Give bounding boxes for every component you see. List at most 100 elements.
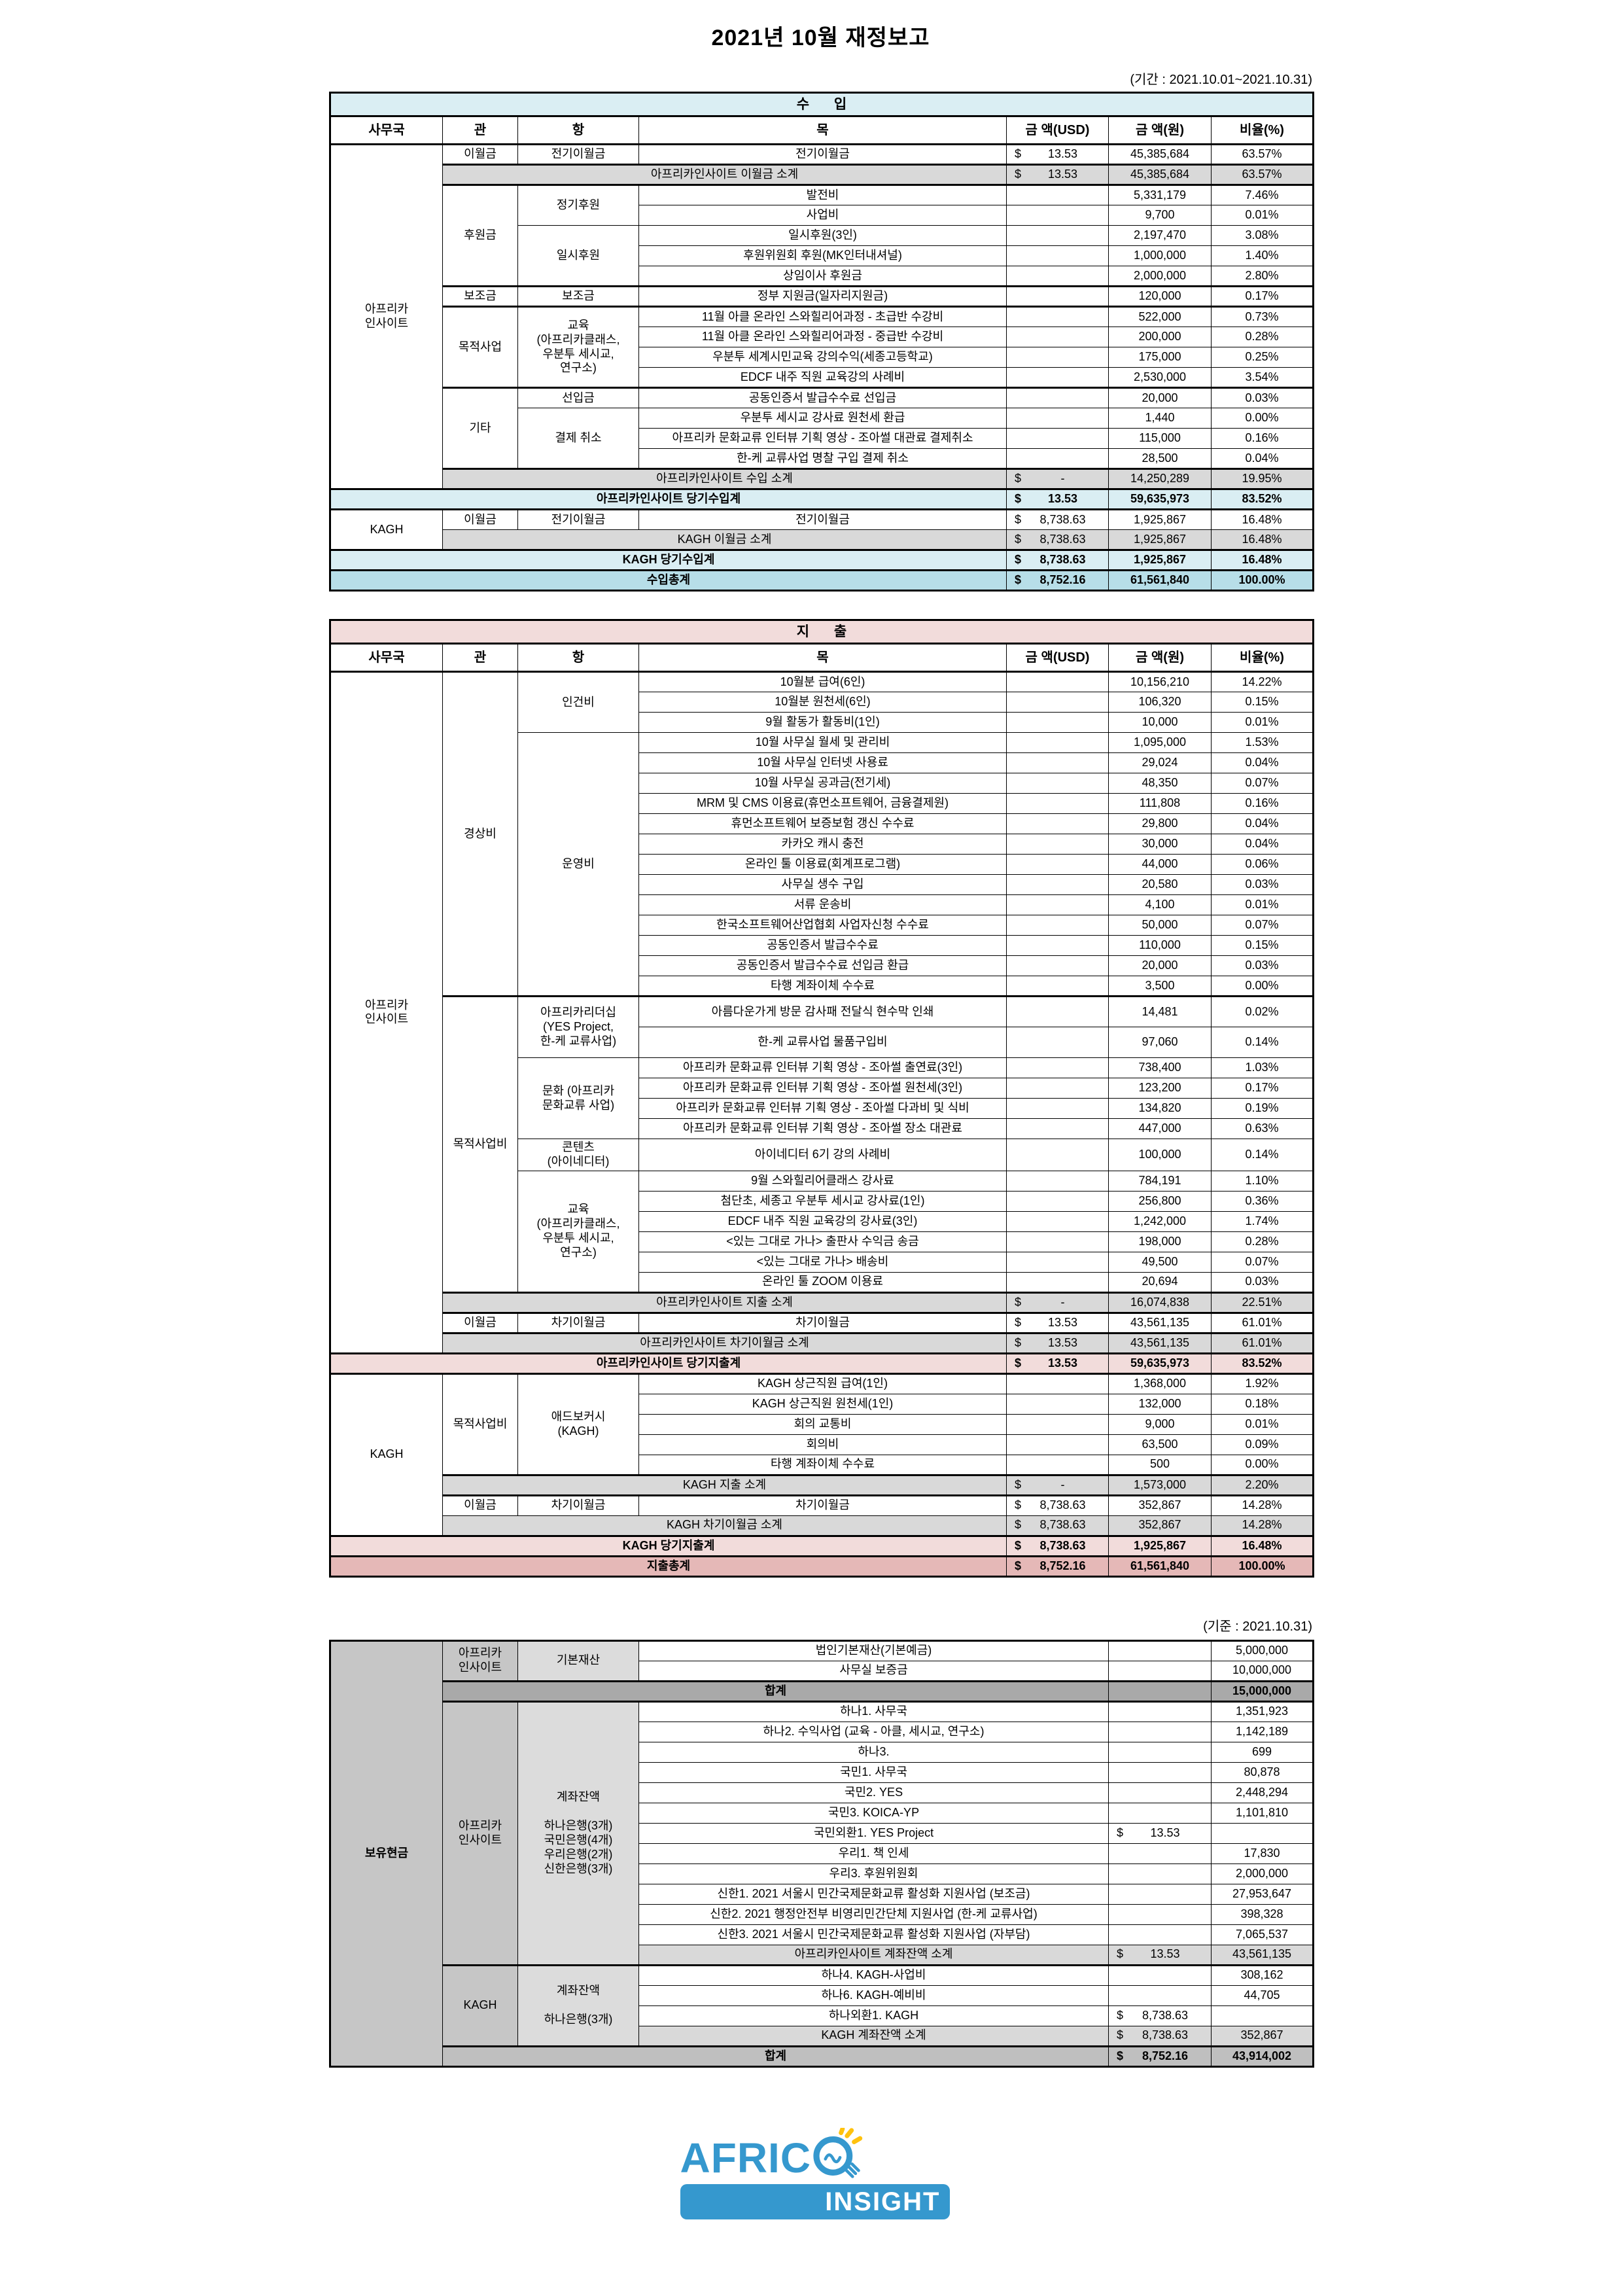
table-row: 보유현금 아프리카 인사이트 기본재산 법인기본재산(기본예금) 5,000,000 [330,1640,1314,2067]
text-cell [1006,692,1109,713]
amount-cell: 1,925,867 [1108,529,1212,550]
text-cell: 전기이월금 [517,144,639,165]
text-cell: 선입금 [517,387,639,408]
table-row: 아프리카인사이트 이월금 소계 $13.53 45,385,684 63.57% [330,164,1314,185]
amount-cell: 0.63% [1211,1118,1314,1139]
text-cell: 아프리카 문화교류 인터뷰 기획 영상 - 조아썰 장소 대관료 [638,1118,1007,1139]
text-cell [1108,1924,1212,1945]
table-row: 사무실 생수 구입 20,580 0.03% [330,874,1314,895]
usd-amount-cell: $8,738.63 [1006,508,1109,530]
text-cell [1006,1139,1109,1171]
table-row: 한국소프트웨어산업협회 사업자신청 수수료 50,000 0.07% [330,915,1314,936]
amount-cell: 1.92% [1211,1372,1314,1394]
amount-cell: 100.00% [1211,1555,1314,1577]
amount-cell: 1,095,000 [1108,732,1212,753]
amount-cell: 352,867 [1108,1494,1212,1516]
amount-cell: 0.14% [1211,1027,1314,1058]
table-row: 타행 계좌이체 수수료 500 0.00% [330,1454,1314,1475]
column-header-cell: 금 액(USD) [1006,643,1109,673]
column-header-row: 사무국 관 항 목 금 액(USD) 금 액(원) 비율(%) [330,643,1314,673]
amount-cell: 0.28% [1211,1231,1314,1252]
text-cell: KAGH 상근직원 원천세(1인) [638,1393,1007,1415]
text-cell: 전기이월금 [638,144,1007,165]
amount-cell: 0.02% [1211,995,1314,1027]
text-cell: 운영비 [517,732,639,997]
text-cell: 애드보커시 (KAGH) [517,1372,639,1475]
table-row: KAGH 상근직원 원천세(1인) 132,000 0.18% [330,1393,1314,1415]
text-cell [1108,1802,1212,1824]
usd-amount-cell: $13.53 [1006,164,1109,185]
text-cell [1006,1078,1109,1099]
amount-cell: 61.01% [1211,1332,1314,1354]
table-row: 타행 계좌이체 수수료 3,500 0.00% [330,976,1314,997]
text-cell: 차기이월금 [517,1494,639,1516]
amount-cell: 80,878 [1211,1761,1314,1783]
table-row: 국민1. 사무국 80,878 [330,1761,1314,1783]
logo-text-insight: INSIGHT [825,2187,941,2216]
table-row: KAGH 지출 소계 $ -1,573,000 2.20% [330,1474,1314,1496]
table-row: 상임이사 후원금 2,000,000 2.80% [330,266,1314,287]
text-cell: 국민3. KOICA-YP [638,1802,1109,1824]
amount-cell: 0.04% [1211,813,1314,834]
text-cell: 국민외환1. YES Project [638,1822,1109,1844]
usd-amount-cell: $13.53 [1108,1944,1212,1966]
usd-amount-cell: $ - [1006,1291,1109,1313]
amount-cell: 500 [1108,1454,1212,1475]
text-cell [1006,935,1109,956]
amount-cell: 1,368,000 [1108,1372,1212,1394]
table-row: 목적사업 교육 (아프리카클래스, 우분투 세시교, 연구소) 11월 아클 온라인… [330,306,1314,388]
table-row: 온라인 툴 이용료(회계프로그램) 44,000 0.06% [330,854,1314,875]
amount-cell: 43,561,135 [1211,1944,1314,1966]
text-cell [1006,813,1109,834]
amount-cell: 16.48% [1211,1534,1314,1557]
text-cell [1108,1903,1212,1925]
text-cell [1006,712,1109,733]
text-cell [1006,854,1109,875]
text-cell [1108,1700,1212,1722]
text-cell: 온라인 툴 이용료(회계프로그램) [638,854,1007,875]
text-cell: 10월 사무실 인터넷 사용료 [638,752,1007,773]
amount-cell: 447,000 [1108,1118,1212,1139]
text-cell: <있는 그대로 가나> 배송비 [638,1251,1007,1273]
usd-amount-cell: $8,738.63 [1006,1515,1109,1536]
amount-cell: 14.28% [1211,1494,1314,1516]
table-row: 회의비 63,500 0.09% [330,1434,1314,1455]
amount-cell: 15,000,000 [1211,1680,1314,1702]
usd-amount-cell: $8,752.16 [1108,2045,1212,2067]
amount-cell: 198,000 [1108,1231,1212,1252]
text-cell [1006,793,1109,814]
currency-symbol: $ [1015,1356,1022,1369]
holdings-table: 보유현금 아프리카 인사이트 기본재산 법인기본재산(기본예금) 5,000,000 사무… [329,1639,1314,2068]
amount-cell: 1,925,867 [1108,508,1212,530]
subtotal-row-label: 아프리카인사이트 계좌잔액 소계 [638,1944,1109,1966]
usd-amount-cell: $8,738.63 [1006,1534,1109,1557]
amount-cell: 97,060 [1108,1027,1212,1058]
amount-cell: 2.80% [1211,266,1314,287]
amount-cell: 0.73% [1211,306,1314,327]
text-cell: EDCF 내주 직원 교육강의 강사료(3인) [638,1210,1007,1232]
amount-cell: 14,481 [1108,995,1212,1027]
text-cell: 첨단초, 세종고 우분투 세시교 강사료(1인) [638,1190,1007,1212]
text-cell [1006,1231,1109,1252]
page-title: 2021년 10월 재정보고 [711,26,930,50]
column-header-cell: 관 [442,116,518,145]
text-cell [1108,1680,1212,1702]
expense-table: 지 출 사무국 관 항 목 금 액(USD) 금 액(원) 비율(%) 아프리카 인사이트 경상… [329,619,1314,1578]
text-cell: 한국소프트웨어산업협회 사업자신청 수수료 [638,915,1007,936]
text-cell: 공동인증서 발급수수료 선입금 환급 [638,955,1007,976]
text-cell [1006,408,1109,429]
text-cell: 11월 아클 온라인 스와힐리어과정 - 중급반 수강비 [638,327,1007,347]
text-cell [1006,1170,1109,1192]
table-row: 수입총계 $8,752.16 61,561,840 100.00% [330,569,1314,591]
usd-value: 8,752.16 [1142,2049,1189,2062]
text-cell [1108,1883,1212,1905]
table-row: 아프리카인사이트 수입 소계 $ -14,250,289 19.95% [330,468,1314,489]
subtotal-row-label: 아프리카인사이트 이월금 소계 [442,164,1007,185]
table-row: 카카오 캐시 충전 30,000 0.04% [330,834,1314,855]
amount-cell: 63,500 [1108,1434,1212,1455]
column-header-cell: 관 [442,643,518,673]
currency-symbol: $ [1015,147,1022,161]
usd-value: 8,738.63 [1039,553,1086,567]
table-row: 아프리카 인사이트 경상비 인건비 10월분 급여(6인) 10,156,210 14.2… [330,671,1314,1354]
table-row: 아프리카 문화교류 인터뷰 기획 영상 - 조아썰 장소 대관료 447,000 0… [330,1118,1314,1139]
